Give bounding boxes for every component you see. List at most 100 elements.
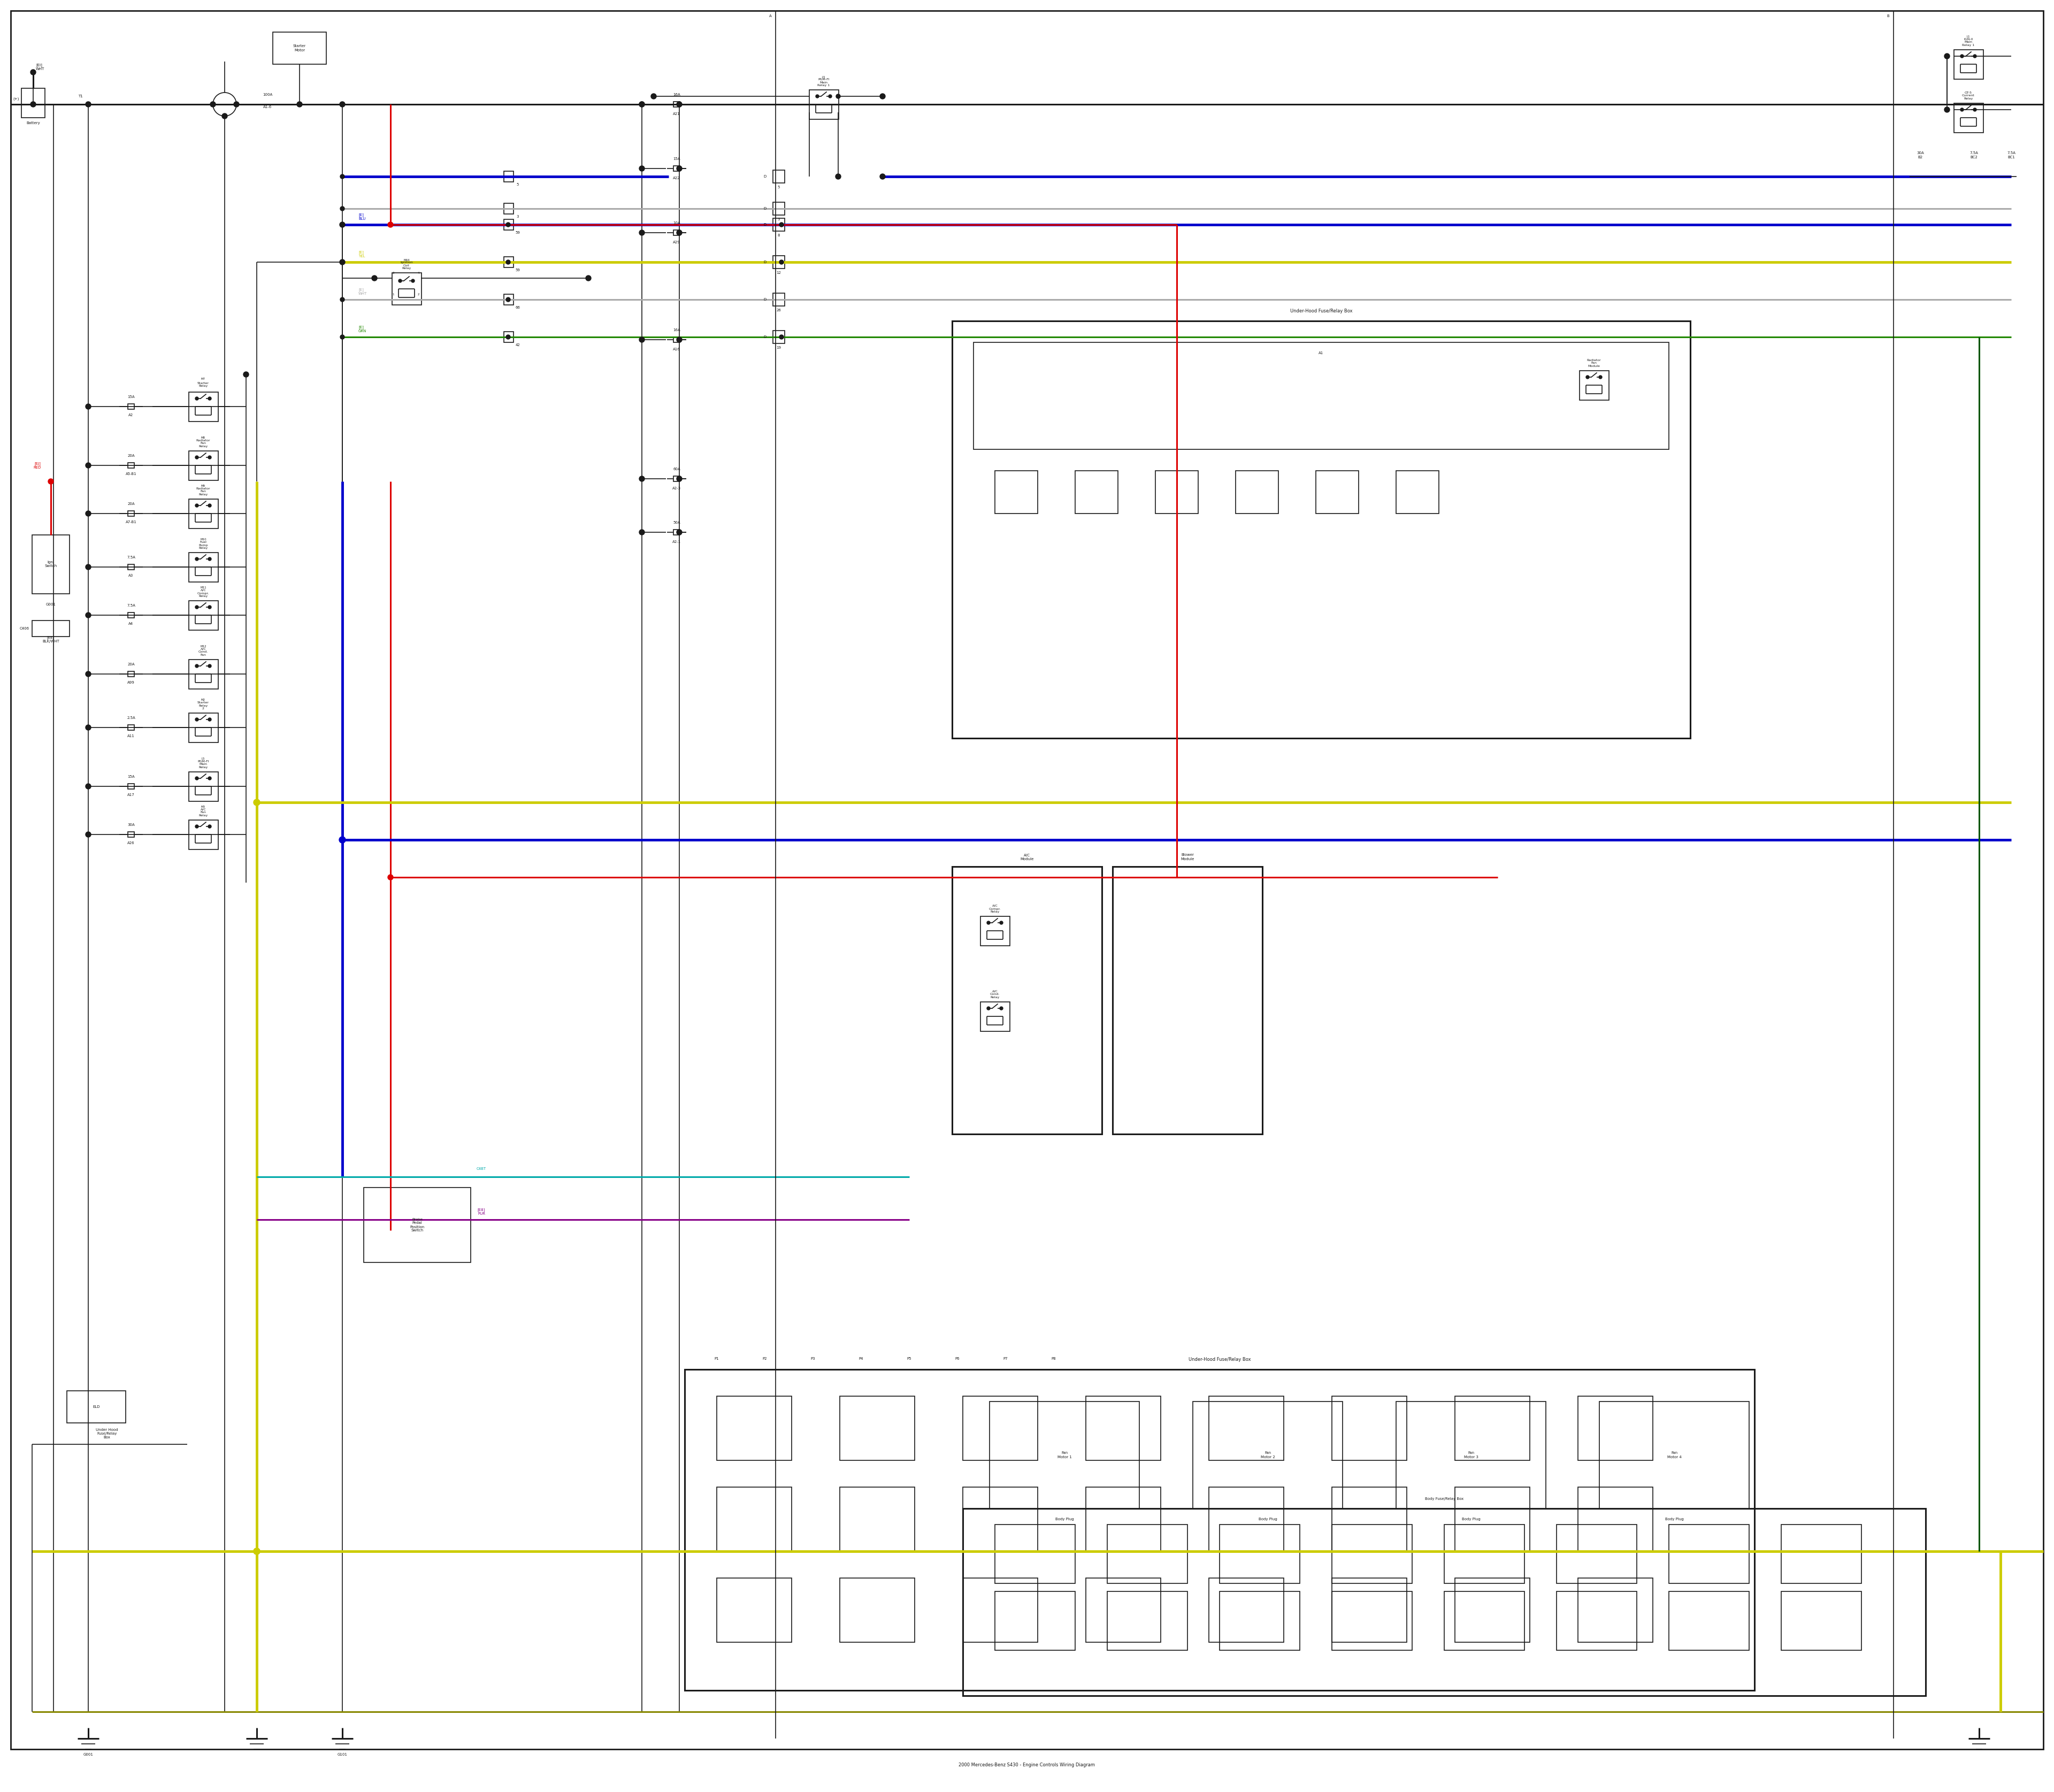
- Text: 16A: 16A: [674, 93, 680, 97]
- Text: 15A: 15A: [127, 396, 136, 398]
- Bar: [127, 831, 134, 837]
- Bar: [717, 1487, 791, 1552]
- Circle shape: [86, 403, 90, 409]
- Text: 8: 8: [778, 233, 781, 237]
- Bar: [1210, 1396, 1284, 1460]
- Circle shape: [195, 606, 199, 609]
- Bar: [503, 256, 514, 267]
- Text: PGM-FI
Main
Relay 1: PGM-FI Main Relay 1: [817, 77, 830, 86]
- Bar: [1600, 1401, 1750, 1509]
- Bar: [1331, 1396, 1407, 1460]
- Circle shape: [195, 557, 199, 561]
- Bar: [1953, 104, 1984, 133]
- Circle shape: [411, 280, 415, 283]
- Circle shape: [1960, 108, 1964, 111]
- Bar: [1397, 471, 1440, 514]
- Circle shape: [253, 799, 261, 806]
- Bar: [68, 1391, 125, 1423]
- Bar: [127, 783, 134, 788]
- Circle shape: [651, 93, 657, 99]
- Bar: [1210, 1487, 1284, 1552]
- Text: 20A: 20A: [127, 502, 136, 505]
- Text: [EE]
BLK/WHT: [EE] BLK/WHT: [43, 636, 60, 643]
- Text: M11: M11: [199, 586, 205, 590]
- Bar: [127, 511, 134, 516]
- Text: 100A: 100A: [263, 93, 273, 97]
- Bar: [1331, 1579, 1407, 1641]
- Text: Fan
Motor 4: Fan Motor 4: [1668, 1452, 1682, 1459]
- Text: 10A: 10A: [674, 222, 680, 224]
- Bar: [127, 613, 134, 618]
- Bar: [772, 202, 785, 215]
- Circle shape: [676, 229, 682, 235]
- Text: L1: L1: [1966, 36, 1970, 38]
- Circle shape: [341, 174, 345, 179]
- Circle shape: [639, 337, 645, 342]
- Circle shape: [676, 477, 682, 482]
- Circle shape: [253, 1548, 261, 1554]
- Text: P7: P7: [1002, 1357, 1009, 1360]
- Bar: [674, 102, 680, 108]
- Bar: [980, 1002, 1011, 1032]
- Bar: [1087, 1396, 1161, 1460]
- Circle shape: [207, 824, 212, 828]
- Bar: [189, 392, 218, 421]
- Circle shape: [505, 260, 509, 263]
- Text: Fan
Motor 2: Fan Motor 2: [1261, 1452, 1276, 1459]
- Text: IGN-II
Main
Relay 1: IGN-II Main Relay 1: [1962, 38, 1974, 47]
- Circle shape: [1974, 54, 1976, 57]
- Text: A29: A29: [674, 240, 680, 244]
- Text: A17: A17: [127, 794, 136, 796]
- Bar: [1113, 867, 1263, 1134]
- Bar: [1557, 1591, 1637, 1650]
- Text: A3: A3: [129, 573, 134, 577]
- Text: P8: P8: [1052, 1357, 1056, 1360]
- Circle shape: [778, 260, 785, 263]
- Text: P1: P1: [715, 1357, 719, 1360]
- Circle shape: [676, 167, 682, 172]
- Circle shape: [86, 102, 90, 108]
- Text: Fan
Motor 3: Fan Motor 3: [1465, 1452, 1479, 1459]
- Bar: [189, 552, 218, 582]
- Circle shape: [86, 783, 90, 788]
- Circle shape: [639, 530, 645, 536]
- Circle shape: [828, 95, 832, 99]
- Text: A/C
Cond.
Fan: A/C Cond. Fan: [199, 647, 207, 656]
- Bar: [1237, 471, 1278, 514]
- Circle shape: [195, 455, 199, 459]
- Text: Body Fuse/Relay Box: Body Fuse/Relay Box: [1425, 1498, 1465, 1500]
- Circle shape: [210, 102, 216, 108]
- Bar: [127, 672, 134, 677]
- Bar: [1397, 1401, 1547, 1509]
- Text: A/C
Fan
Relay: A/C Fan Relay: [199, 808, 207, 817]
- Circle shape: [234, 102, 238, 108]
- Bar: [1668, 1591, 1750, 1650]
- Circle shape: [341, 206, 345, 211]
- Text: 20A: 20A: [127, 663, 136, 667]
- Bar: [994, 471, 1037, 514]
- Text: Starter
Motor: Starter Motor: [294, 45, 306, 52]
- Circle shape: [31, 102, 35, 108]
- Text: Body Plug: Body Plug: [1666, 1518, 1684, 1521]
- Text: 20A: 20A: [127, 453, 136, 457]
- Circle shape: [1945, 108, 1949, 113]
- Bar: [994, 1525, 1074, 1584]
- Bar: [127, 403, 134, 409]
- Circle shape: [207, 719, 212, 720]
- Text: G001: G001: [84, 1753, 92, 1756]
- Bar: [1444, 1591, 1524, 1650]
- Bar: [963, 1487, 1037, 1552]
- Bar: [127, 564, 134, 570]
- Circle shape: [676, 337, 682, 342]
- Text: Body Plug: Body Plug: [1462, 1518, 1481, 1521]
- Bar: [840, 1579, 914, 1641]
- Text: A21: A21: [674, 113, 680, 115]
- Circle shape: [986, 1007, 990, 1011]
- Bar: [189, 659, 218, 688]
- Text: Ignition
Coil
Relay: Ignition Coil Relay: [401, 262, 413, 271]
- Bar: [1444, 1525, 1524, 1584]
- Circle shape: [47, 478, 53, 484]
- Text: A2-3: A2-3: [672, 487, 682, 489]
- Bar: [189, 821, 218, 849]
- Text: G101: G101: [337, 1753, 347, 1756]
